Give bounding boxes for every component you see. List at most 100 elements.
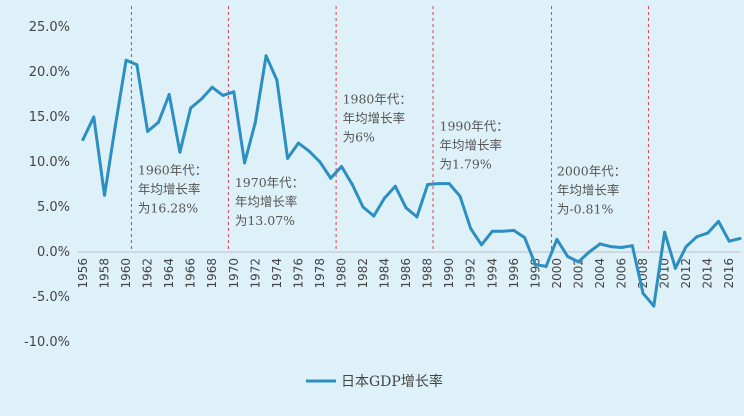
x-tick-label: 1958 (98, 258, 112, 289)
data-point (447, 182, 451, 186)
data-point (156, 120, 160, 124)
decade-annotation: 1980年代：年均增长率为6% (343, 92, 412, 145)
x-tick-label: 1994 (485, 258, 499, 289)
data-point (490, 229, 494, 233)
data-point (329, 176, 333, 180)
data-point (339, 165, 343, 168)
x-tick-label: 1976 (291, 258, 305, 289)
data-point (684, 245, 688, 249)
legend-label: 日本GDP增长率 (341, 373, 443, 390)
data-point (318, 160, 322, 164)
x-tick-label: 2012 (679, 258, 693, 289)
series-line-gdp (81, 54, 742, 308)
y-tick-label: 10.0% (29, 155, 70, 170)
data-point (544, 264, 548, 268)
data-point (436, 182, 440, 186)
data-point (652, 304, 656, 308)
data-point (167, 93, 171, 96)
data-point (469, 227, 473, 231)
data-point (275, 78, 279, 82)
data-point (243, 161, 247, 165)
data-point (404, 206, 408, 210)
x-tick-label: 1984 (378, 258, 392, 289)
data-point (361, 205, 365, 209)
data-point (566, 255, 570, 258)
data-point (555, 237, 559, 241)
data-point (598, 242, 602, 246)
data-point (178, 150, 182, 154)
x-tick-label: 2016 (722, 258, 736, 289)
y-tick-label: 20.0% (29, 65, 70, 80)
data-point (576, 260, 580, 264)
data-point (199, 97, 203, 101)
x-tick-label: 1978 (313, 258, 327, 289)
x-tick-label: 2006 (615, 258, 629, 289)
decade-annotation: 1990年代：年均增长率为1.79% (440, 119, 509, 172)
y-tick-label: -10.0% (24, 335, 70, 350)
x-tick-label: 1960 (119, 258, 133, 289)
data-point (663, 230, 667, 234)
x-tick-label: 2004 (593, 258, 607, 289)
data-point (124, 58, 128, 62)
data-point (512, 228, 516, 232)
y-tick-label: 0.0% (37, 245, 70, 260)
data-point (189, 106, 193, 110)
series-points (81, 54, 742, 308)
data-point (533, 263, 537, 267)
data-point (103, 193, 107, 197)
x-tick-label: 2000 (550, 258, 564, 289)
x-tick-label: 1970 (227, 258, 241, 289)
data-point (307, 149, 311, 153)
data-point (695, 235, 699, 239)
data-point (210, 85, 214, 89)
x-tick-label: 1962 (141, 258, 155, 289)
data-point (706, 231, 710, 235)
data-point (609, 245, 613, 249)
legend: 日本GDP增长率 (306, 373, 443, 390)
y-tick-label: 5.0% (37, 200, 70, 215)
x-tick-label: 1964 (162, 258, 176, 289)
data-point (523, 236, 527, 240)
data-point (135, 63, 139, 67)
data-point (716, 219, 720, 223)
x-tick-label: 1968 (205, 258, 219, 289)
data-point (630, 244, 634, 248)
x-tick-label: 1988 (421, 258, 435, 289)
y-tick-label: 15.0% (29, 110, 70, 125)
data-point (738, 237, 742, 240)
data-point (501, 229, 505, 233)
x-tick-label: 1966 (184, 258, 198, 289)
x-tick-label: 1992 (464, 258, 478, 289)
data-point (641, 291, 645, 295)
data-point (253, 120, 257, 124)
x-tick-label: 1980 (334, 258, 348, 289)
data-point (458, 194, 462, 198)
data-point (383, 196, 387, 200)
data-point (286, 156, 290, 160)
y-tick-label: -5.0% (32, 290, 70, 305)
data-point (264, 54, 268, 58)
x-tick-label: 1996 (507, 258, 521, 289)
data-point (426, 183, 430, 186)
decade-annotation: 1960年代：年均增长率为16.28% (138, 163, 207, 216)
data-point (350, 183, 354, 186)
x-tick-label: 1986 (399, 258, 413, 289)
decade-dividers (130, 6, 649, 252)
data-point (221, 93, 225, 97)
y-axis-ticks: 25.0% 20.0% 15.0% 10.0% 5.0% 0.0% -5.0% -10.0% (24, 20, 70, 350)
data-point (372, 214, 376, 218)
x-tick-label: 2014 (701, 258, 715, 289)
data-point (296, 141, 300, 145)
decade-annotation: 2000年代：年均增长率为-0.81% (557, 164, 626, 217)
data-point (673, 266, 677, 270)
decade-annotation: 1970年代：年均增长率为13.07% (235, 175, 304, 228)
data-point (727, 239, 731, 243)
data-point (113, 124, 117, 128)
data-point (81, 138, 85, 141)
x-tick-label: 2002 (571, 258, 585, 289)
x-tick-label: 1990 (442, 258, 456, 289)
data-point (480, 243, 484, 247)
x-tick-label: 1974 (270, 258, 284, 289)
x-axis-ticks: 1956 1958 1960 1962 1964 1966 1968 1970 1972 1974… (76, 258, 736, 289)
